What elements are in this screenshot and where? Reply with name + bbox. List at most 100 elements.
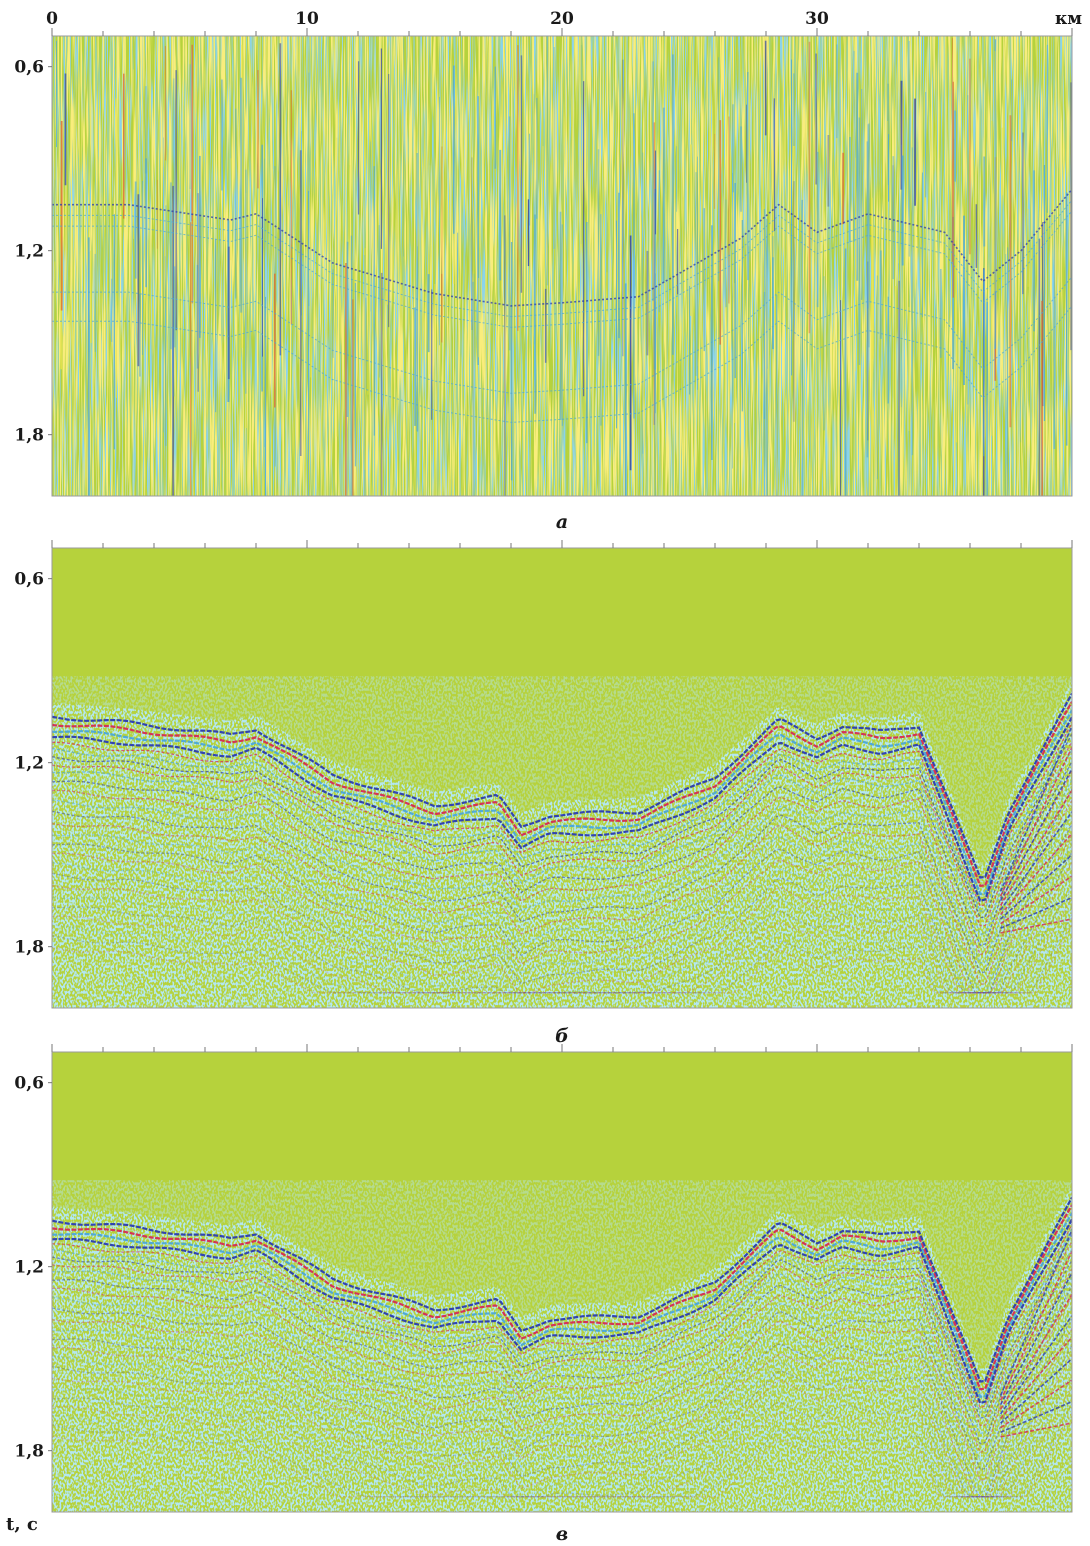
reflector-line — [52, 896, 1072, 994]
reflector-line — [52, 722, 1072, 907]
reflector-line — [52, 1248, 1072, 1435]
water-column — [52, 676, 1072, 865]
reflector-line — [52, 1223, 1072, 1409]
dipping-reflector — [999, 1272, 1072, 1406]
reflector-line — [52, 1204, 1072, 1391]
reflector-line — [52, 1285, 1072, 1471]
reflector-line — [52, 1218, 1072, 1405]
x-tick-label-30: 30 — [805, 9, 829, 29]
dipping-reflector — [999, 725, 1072, 892]
reflector-line — [52, 811, 1072, 994]
reflector-line — [52, 1403, 1072, 1498]
dipping-reflector — [999, 1293, 1072, 1410]
reflector-line — [52, 851, 1072, 994]
reflector-line — [52, 874, 1072, 994]
reflector-line — [52, 749, 1072, 935]
reflector-line — [52, 1354, 1072, 1498]
reflector-line — [52, 741, 1072, 927]
reflector-line — [52, 761, 1072, 946]
dipping-reflector — [1000, 1358, 1072, 1424]
reflector-line — [52, 210, 1072, 328]
dipping-reflector — [999, 1336, 1072, 1419]
panel-label-3: в — [556, 1523, 568, 1545]
y-tick-label-1-8: 1,8 — [14, 426, 44, 446]
reflector-line — [52, 701, 1072, 887]
dipping-reflector — [1000, 875, 1072, 925]
reflector-line — [52, 862, 1072, 994]
reflector-line — [52, 276, 1072, 394]
dipping-reflector — [1000, 1422, 1072, 1438]
reflector-line — [52, 1412, 1072, 1498]
reflector-line — [52, 1228, 1072, 1413]
dipping-reflector — [1000, 1379, 1072, 1429]
reflector-line — [52, 833, 1072, 994]
reflector-line — [52, 842, 1072, 994]
reflector-line — [52, 799, 1072, 985]
x-tick-label-20: 20 — [550, 9, 574, 29]
y-tick-label-0-6: 0,6 — [14, 1074, 44, 1094]
reflector-line — [52, 1336, 1072, 1498]
panel-label-1: а — [556, 511, 568, 533]
y-tick-label-0-6: 0,6 — [14, 570, 44, 590]
reflector-line — [52, 1268, 1072, 1454]
reflector-line — [52, 1241, 1072, 1427]
x-tick-label-10: 10 — [295, 9, 319, 29]
reflector-line — [52, 692, 1072, 879]
reflector-line — [52, 733, 1072, 919]
panel-image-3 — [52, 1052, 1072, 1512]
reflector-line — [52, 199, 1072, 318]
water-column — [52, 1180, 1072, 1369]
dipping-reflector — [999, 811, 1072, 911]
reflector-line — [52, 1395, 1072, 1498]
panel-image-2 — [52, 548, 1072, 1008]
reflector-line — [52, 1212, 1072, 1399]
y-tick-label-1-8: 1,8 — [14, 938, 44, 958]
dipping-reflector — [999, 789, 1072, 906]
reflector-line — [52, 1196, 1072, 1383]
reflector-line — [52, 1377, 1072, 1498]
y-axis-unit-label: t, с — [6, 1514, 38, 1535]
y-tick-label-1-8: 1,8 — [14, 1442, 44, 1462]
dipping-reflector — [1000, 1400, 1072, 1434]
seismic-panel-2: 0,6 1,2 1,8 б — [14, 540, 1073, 1047]
dipping-reflector — [999, 1229, 1072, 1396]
reflector-line — [52, 823, 1072, 994]
dipping-reflector — [999, 746, 1072, 897]
y-tick-label-1-2: 1,2 — [14, 242, 44, 262]
reflector-line — [52, 924, 1072, 994]
reflector-line — [52, 1327, 1072, 1498]
reflector-line — [52, 188, 1072, 307]
panel-label-2: б — [555, 1025, 569, 1047]
reflector-line — [52, 727, 1072, 912]
reflector-line — [52, 905, 1072, 994]
reflector-line — [52, 1318, 1072, 1498]
x-tick-label-0: 0 — [46, 9, 58, 29]
reflector-line — [52, 885, 1072, 994]
panels-group: 0 10 20 30 км 0,6 1,2 1,8 а 0,6 1,2 1,8 б 0,6 1,2 1,8 в — [14, 9, 1082, 1545]
dipping-reflector — [1000, 896, 1072, 930]
seismic-panel-1: 0,6 1,2 1,8 а — [14, 28, 1073, 533]
dipping-reflector — [1000, 854, 1072, 920]
panel-image-1 — [52, 36, 1072, 496]
dipping-reflector — [999, 1315, 1072, 1415]
reflector-line — [52, 1295, 1072, 1481]
reflector-line — [52, 1259, 1072, 1445]
dipping-reflector — [1000, 918, 1072, 934]
dipping-reflector — [999, 768, 1072, 902]
y-tick-label-1-2: 1,2 — [14, 754, 44, 774]
y-tick-label-1-2: 1,2 — [14, 1258, 44, 1278]
reflector-line — [52, 1365, 1072, 1498]
reflector-line — [52, 305, 1072, 423]
reflector-line — [52, 779, 1072, 964]
reflector-line — [52, 1276, 1072, 1462]
reflector-line — [52, 1307, 1072, 1493]
reflector-line — [52, 770, 1072, 956]
seismic-panel-3: 0,6 1,2 1,8 в — [14, 1044, 1073, 1545]
dipping-reflector — [999, 1250, 1072, 1401]
reflector-line — [52, 914, 1072, 994]
reflector-line — [52, 709, 1072, 896]
reflector-line — [52, 788, 1072, 974]
x-axis-unit-label: км — [1055, 9, 1082, 29]
reflector-line — [52, 1344, 1072, 1498]
